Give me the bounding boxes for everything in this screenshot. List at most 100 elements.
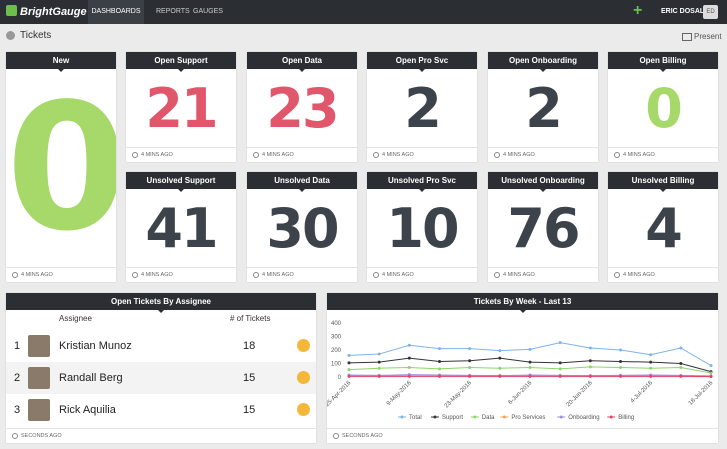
series-point xyxy=(588,359,592,363)
x-tick-label: 25-Apr-2016 xyxy=(327,380,353,408)
column-header: # of Tickets xyxy=(230,314,271,323)
avatar[interactable]: ED xyxy=(703,5,718,19)
legend-dot xyxy=(609,415,613,419)
series-point xyxy=(619,359,622,363)
series-point xyxy=(679,346,683,350)
legend-label: Support xyxy=(442,415,463,421)
series-point xyxy=(649,374,653,378)
updated: SECONDS AGO xyxy=(327,428,718,443)
gauge-title: Unsolved Support xyxy=(126,172,236,192)
updated: 4 MINS AGO xyxy=(126,267,236,282)
gauge-title: New xyxy=(6,52,116,72)
gauge-value: 0 xyxy=(645,77,683,140)
ticket-count: 15 xyxy=(243,372,256,384)
series-point xyxy=(498,374,502,378)
x-tick-label: 23-May-2016 xyxy=(444,380,474,410)
legend-dot xyxy=(559,415,563,419)
series-point xyxy=(709,375,713,379)
present-button[interactable]: Present xyxy=(694,32,722,41)
nav-item[interactable]: DASHBOARDS xyxy=(88,0,144,24)
series-point xyxy=(649,360,653,364)
updated: 4 MINS AGO xyxy=(247,147,357,162)
x-tick-label: 4-Jul-2016 xyxy=(630,380,655,405)
series-point xyxy=(619,366,622,370)
series-point xyxy=(588,365,592,369)
updated: 4 MINS AGO xyxy=(247,267,357,282)
logo[interactable]: BrightGauge xyxy=(6,5,87,18)
gauge-card: Unsolved Onboarding 76 4 MINS AGO xyxy=(488,172,598,282)
updated: SECONDS AGO xyxy=(6,428,316,443)
info-icon[interactable] xyxy=(6,31,15,40)
gauge-value: 4 xyxy=(645,197,683,260)
x-tick-label: 9-May-2016 xyxy=(386,380,413,407)
updated: 4 MINS AGO xyxy=(6,267,116,282)
updated: 4 MINS AGO xyxy=(608,147,718,162)
legend-dot xyxy=(433,415,437,419)
updated: 4 MINS AGO xyxy=(608,267,718,282)
series-point xyxy=(498,366,502,370)
add-button[interactable]: + xyxy=(633,2,643,19)
chart: 0 100 200 300 400 25-Apr-2016 9-May-2016 23-May… xyxy=(327,321,715,421)
series-point xyxy=(619,348,622,352)
gauge-value: 76 xyxy=(507,197,580,260)
gauge-card: New 0 4 MINS AGO xyxy=(6,52,116,282)
user-name[interactable]: ERIC DOSAL xyxy=(661,8,705,15)
series-point xyxy=(558,341,562,345)
gauge-card: Unsolved Billing 4 4 MINS AGO xyxy=(608,172,718,282)
legend-label: Total xyxy=(409,415,422,421)
gauge-title: Open Pro Svc xyxy=(367,52,477,72)
ticket-count: 15 xyxy=(243,404,256,416)
gauge-card: Unsolved Pro Svc 10 4 MINS AGO xyxy=(367,172,477,282)
nav-item[interactable]: REPORTS xyxy=(156,8,190,15)
x-tick-label: 20-Jun-2016 xyxy=(566,380,595,409)
gauge-value: 2 xyxy=(525,77,563,140)
series-point xyxy=(679,374,683,378)
y-tick-label: 100 xyxy=(331,362,342,368)
gauge-value: 30 xyxy=(266,197,339,260)
updated: 4 MINS AGO xyxy=(488,267,598,282)
gauge-card: Unsolved Data 30 4 MINS AGO xyxy=(247,172,357,282)
nav-item[interactable]: GAUGES xyxy=(193,8,223,15)
series-line xyxy=(348,357,712,373)
legend-dot xyxy=(400,415,404,419)
assignee-photo xyxy=(28,367,50,389)
updated: 4 MINS AGO xyxy=(126,147,236,162)
legend-label: Onboarding xyxy=(568,415,599,421)
updated: 4 MINS AGO xyxy=(367,267,477,282)
series-point xyxy=(709,364,713,368)
legend-label: Pro Services xyxy=(511,415,545,421)
series-point xyxy=(347,374,351,378)
status-emoji xyxy=(297,339,310,352)
series-point xyxy=(588,346,592,350)
series-point xyxy=(649,353,653,357)
gauge-card: Open Onboarding 2 4 MINS AGO xyxy=(488,52,598,162)
series-point xyxy=(407,374,411,378)
x-tick-label: 6-Jun-2016 xyxy=(508,380,534,406)
series-point xyxy=(528,360,532,364)
series-point xyxy=(438,374,441,378)
gauge-title: Unsolved Pro Svc xyxy=(367,172,477,192)
series-point xyxy=(498,356,502,360)
column-header: Assignee xyxy=(59,314,92,323)
status-emoji xyxy=(297,403,310,416)
gauge-title: Unsolved Onboarding xyxy=(488,172,598,192)
series-point xyxy=(407,366,411,370)
series-point xyxy=(438,347,441,351)
series-point xyxy=(528,374,532,378)
ticket-count: 18 xyxy=(243,340,256,352)
series-point xyxy=(468,347,472,351)
x-tick-label: 18-Jul-2016 xyxy=(688,380,715,407)
updated: 4 MINS AGO xyxy=(488,147,598,162)
gauge-value: 0 xyxy=(6,67,116,270)
series-point xyxy=(679,362,683,365)
series-point xyxy=(377,352,381,356)
legend-dot xyxy=(473,415,477,419)
gauge-value: 10 xyxy=(386,197,459,260)
gauge-title: Open Billing xyxy=(608,52,718,72)
assignee-photo xyxy=(28,399,50,421)
page-title: Tickets xyxy=(20,30,52,41)
series-point xyxy=(377,366,381,370)
series-point xyxy=(528,366,532,370)
series-point xyxy=(709,371,713,375)
